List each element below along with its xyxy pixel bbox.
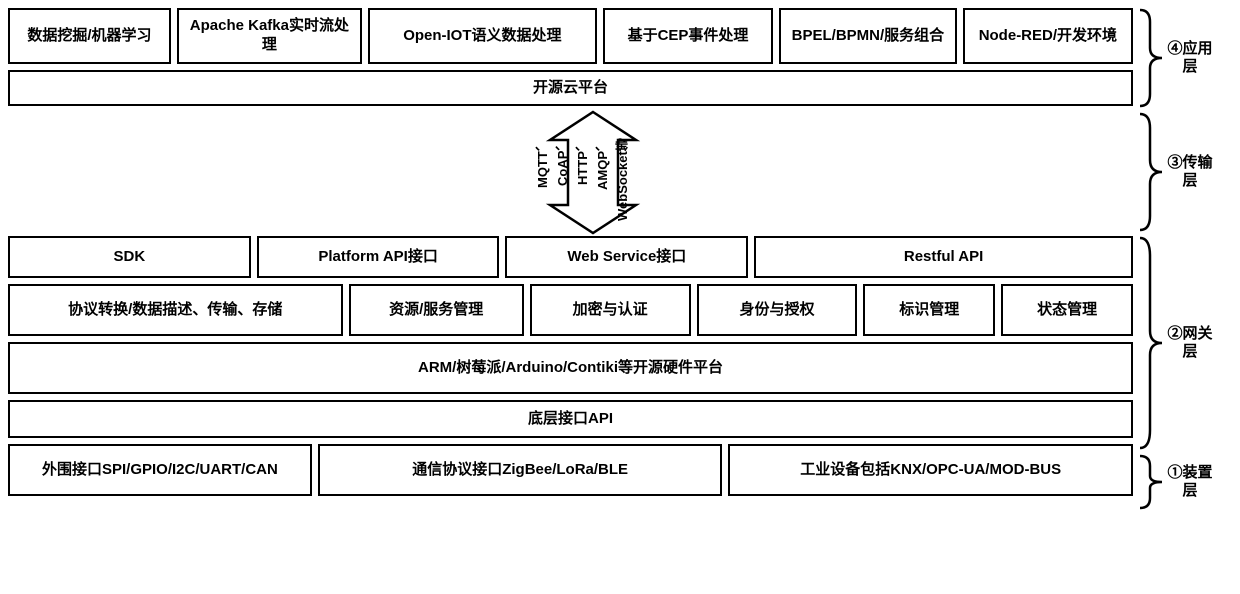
layer2-api-row: 底层接口API: [8, 400, 1133, 438]
l2-api: 底层接口API: [8, 400, 1133, 438]
architecture-diagram: 数据挖掘/机器学习 Apache Kafka实时流处理 Open-IOT语义数据…: [8, 8, 1232, 586]
layer4-platform-row: 开源云平台: [8, 70, 1133, 106]
l2-tag: 标识管理: [863, 284, 995, 336]
l4-cloud-platform: 开源云平台: [8, 70, 1133, 106]
l4-box-ml: 数据挖掘/机器学习: [8, 8, 171, 64]
brace-icon: [1136, 8, 1166, 108]
layer2-hardware-row: ARM/树莓派/Arduino/Contiki等开源硬件平台: [8, 342, 1133, 394]
proto-http: HTTP、: [573, 138, 592, 233]
bracket-l3: ③传输层: [1136, 112, 1214, 232]
l1-peripheral: 外围接口SPI/GPIO/I2C/UART/CAN: [8, 444, 312, 496]
l2-webservice: Web Service接口: [505, 236, 748, 278]
brace-icon: [1136, 454, 1166, 510]
proto-mqtt: MQTT、: [533, 138, 552, 233]
l2-state: 状态管理: [1001, 284, 1133, 336]
l2-restful: Restful API: [754, 236, 1133, 278]
layer2-row1: SDK Platform API接口 Web Service接口 Restful…: [8, 236, 1133, 278]
bracket-l4: ④应用层: [1136, 8, 1214, 108]
layer4-top-row: 数据挖掘/机器学习 Apache Kafka实时流处理 Open-IOT语义数据…: [8, 8, 1133, 64]
l4-box-cep: 基于CEP事件处理: [603, 8, 773, 64]
proto-websocket: WebSocket等: [613, 138, 632, 233]
bracket-l2: ②网关层: [1136, 236, 1214, 450]
l4-box-nodered: Node-RED/开发环境: [963, 8, 1133, 64]
l1-comm: 通信协议接口ZigBee/LoRa/BLE: [318, 444, 723, 496]
l2-encrypt: 加密与认证: [530, 284, 691, 336]
layer2-label: ②网关层: [1166, 325, 1214, 361]
l4-box-bpel: BPEL/BPMN/服务组合: [779, 8, 957, 64]
main-column: 数据挖掘/机器学习 Apache Kafka实时流处理 Open-IOT语义数据…: [8, 8, 1133, 496]
l2-resource: 资源/服务管理: [349, 284, 524, 336]
l2-platform-api: Platform API接口: [257, 236, 500, 278]
proto-amqp: AMQP、: [593, 138, 612, 233]
transport-arrow: MQTT、 CoAP、 HTTP、 AMQP、 WebSocket等: [478, 110, 648, 236]
brace-icon: [1136, 236, 1166, 450]
l4-box-openiot: Open-IOT语义数据处理: [368, 8, 597, 64]
bracket-column: ④应用层 ③传输层 ②网关层 ①装置层: [1136, 8, 1231, 586]
l2-identity: 身份与授权: [697, 284, 858, 336]
bracket-l1: ①装置层: [1136, 454, 1214, 510]
layer4-label: ④应用层: [1166, 40, 1214, 76]
l2-sdk: SDK: [8, 236, 251, 278]
protocol-labels: MQTT、 CoAP、 HTTP、 AMQP、 WebSocket等: [533, 138, 632, 233]
proto-coap: CoAP、: [553, 138, 572, 233]
l2-protocol: 协议转换/数据描述、传输、存储: [8, 284, 343, 336]
l1-industrial: 工业设备包括KNX/OPC-UA/MOD-BUS: [728, 444, 1133, 496]
brace-icon: [1136, 112, 1166, 232]
l4-box-kafka: Apache Kafka实时流处理: [177, 8, 362, 64]
l2-hardware: ARM/树莓派/Arduino/Contiki等开源硬件平台: [8, 342, 1133, 394]
layer3-label: ③传输层: [1166, 154, 1214, 190]
layer1-row: 外围接口SPI/GPIO/I2C/UART/CAN 通信协议接口ZigBee/L…: [8, 444, 1133, 496]
layer1-label: ①装置层: [1166, 464, 1214, 500]
layer2-row2: 协议转换/数据描述、传输、存储 资源/服务管理 加密与认证 身份与授权 标识管理…: [8, 284, 1133, 336]
